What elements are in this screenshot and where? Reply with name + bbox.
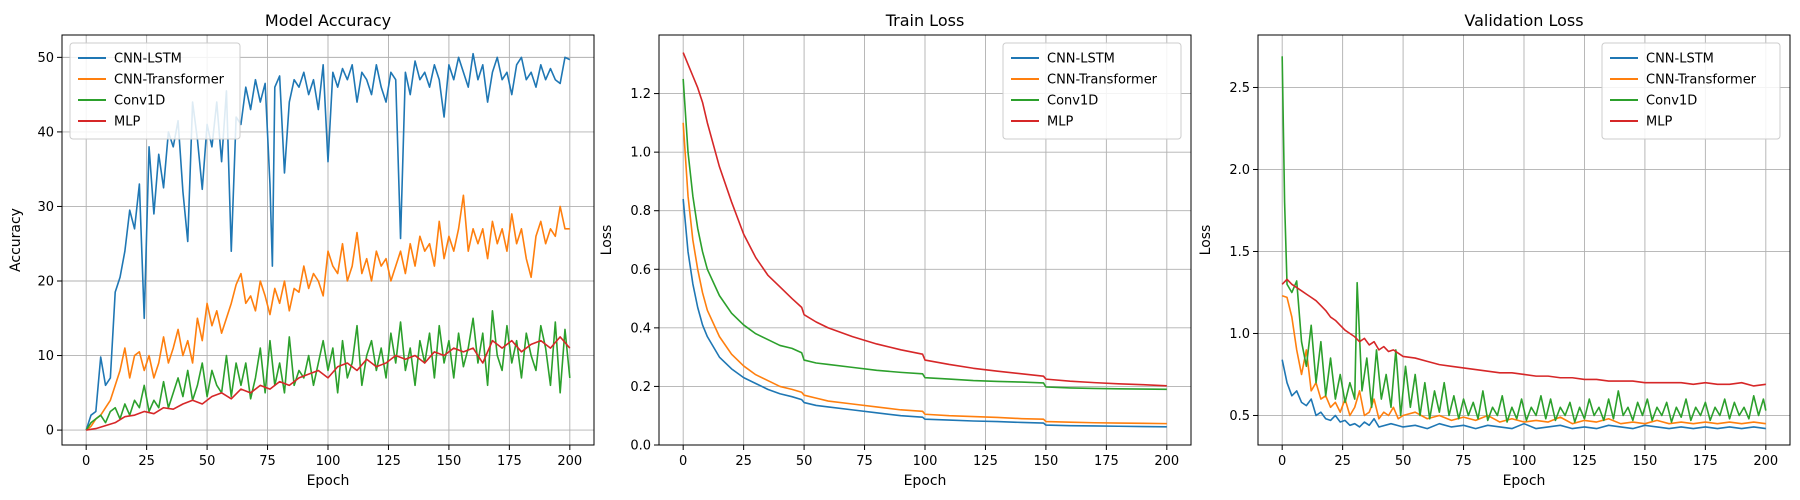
chart-title: Validation Loss: [1464, 11, 1583, 30]
y-tick-label: 0.8: [630, 204, 651, 219]
x-tick-label: 0: [1278, 454, 1286, 469]
x-axis-label: Epoch: [1503, 473, 1546, 489]
x-tick-label: 75: [1455, 454, 1472, 469]
chart-title: Train Loss: [885, 11, 965, 30]
chart-title: Model Accuracy: [265, 11, 391, 30]
x-tick-label: 125: [1572, 454, 1597, 469]
series-line-2: [1281, 56, 1767, 423]
series-line-0: [1281, 359, 1766, 430]
x-tick-label: 150: [1033, 454, 1058, 469]
legend-label: MLP: [1047, 115, 1073, 130]
series-lines: [1281, 56, 1767, 430]
legend-box: [1601, 42, 1781, 140]
x-tick-label: 125: [973, 454, 998, 469]
y-tick-label: 0.6: [630, 263, 651, 278]
y-tick-label: 40: [37, 125, 54, 140]
y-axis-label: Loss: [599, 225, 615, 256]
y-axis-label: Accuracy: [8, 208, 24, 272]
x-tick-label: 200: [1154, 454, 1179, 469]
x-tick-label: 175: [1693, 454, 1718, 469]
x-tick-label: 100: [1512, 454, 1537, 469]
legend-label: Conv1D: [1047, 94, 1098, 109]
x-tick-label: 75: [856, 454, 873, 469]
legend: CNN-LSTM CNN-Transformer Conv1D MLP: [69, 42, 241, 140]
y-tick-label: 2.5: [1229, 81, 1250, 96]
series-line-2: [85, 310, 571, 431]
legend-label: Conv1D: [1646, 94, 1697, 109]
x-tick-label: 50: [1395, 454, 1412, 469]
y-tick-label: 0.5: [1229, 409, 1250, 424]
x-tick-label: 100: [913, 454, 938, 469]
x-axis-label: Epoch: [904, 473, 947, 489]
x-tick-label: 50: [199, 454, 216, 469]
y-tick-label: 1.5: [1229, 245, 1250, 260]
legend-label: Conv1D: [114, 94, 165, 109]
x-tick-label: 0: [679, 454, 687, 469]
chart-panel-1: 0 25 50 75 100 125 150 175 200 0.0 0.2 0.4 0.6 0.8 1.0…: [599, 11, 1192, 489]
series-line-0: [682, 198, 1167, 428]
legend-box: [69, 42, 241, 140]
x-tick-label: 175: [1094, 454, 1119, 469]
series-line-1: [1281, 295, 1766, 425]
series-line-3: [86, 336, 571, 431]
x-tick-label: 0: [82, 454, 90, 469]
series-lines: [85, 52, 571, 431]
legend-label: CNN-Transformer: [1047, 73, 1158, 88]
x-tick-label: 50: [796, 454, 813, 469]
series-line-3: [1281, 278, 1766, 387]
x-tick-label: 175: [497, 454, 522, 469]
y-tick-label: 0.0: [630, 439, 651, 454]
y-tick-label: 0.2: [630, 380, 651, 395]
y-tick-label: 30: [37, 200, 54, 215]
y-tick-label: 1.0: [1229, 327, 1250, 342]
legend-label: MLP: [1646, 115, 1672, 130]
series-line-3: [682, 52, 1167, 387]
series-line-1: [682, 122, 1167, 425]
legend-label: CNN-LSTM: [1047, 52, 1115, 67]
y-tick-label: 20: [37, 275, 54, 290]
series-line-0: [85, 52, 571, 431]
legend-label: CNN-LSTM: [1646, 52, 1714, 67]
y-tick-label: 1.0: [630, 146, 651, 161]
y-tick-label: 50: [37, 51, 54, 66]
legend-label: CNN-LSTM: [114, 52, 182, 67]
legend-label: CNN-Transformer: [1646, 73, 1757, 88]
y-tick-label: 0: [46, 424, 54, 439]
series-lines: [682, 52, 1167, 428]
y-tick-label: 0.4: [630, 321, 651, 336]
x-tick-label: 125: [376, 454, 401, 469]
y-tick-label: 2.0: [1229, 163, 1250, 178]
x-tick-label: 150: [436, 454, 461, 469]
chart-panel-0: 0 25 50 75 100 125 150 175 200 0 10 20 30 40 50 Model A…: [8, 11, 595, 489]
y-tick-label: 10: [37, 349, 54, 364]
x-tick-label: 25: [1334, 454, 1351, 469]
series-line-2: [682, 78, 1167, 391]
x-tick-label: 25: [138, 454, 155, 469]
y-tick-label: 1.2: [630, 87, 651, 102]
x-tick-label: 200: [557, 454, 582, 469]
legend-box: [1002, 42, 1182, 140]
x-tick-label: 100: [316, 454, 341, 469]
x-tick-label: 75: [259, 454, 276, 469]
y-axis-label: Loss: [1198, 225, 1214, 256]
grid: [62, 35, 594, 445]
x-tick-label: 25: [735, 454, 752, 469]
legend: CNN-LSTM CNN-Transformer Conv1D MLP: [1002, 42, 1182, 140]
legend: CNN-LSTM CNN-Transformer Conv1D MLP: [1601, 42, 1781, 140]
legend-label: MLP: [114, 115, 140, 130]
legend-label: CNN-Transformer: [114, 73, 225, 88]
x-tick-label: 200: [1753, 454, 1778, 469]
series-line-1: [85, 194, 570, 431]
chart-panel-2: 0 25 50 75 100 125 150 175 200 0.5 1.0 1.5 2.0 2.5 Val…: [1198, 11, 1791, 489]
x-tick-label: 150: [1632, 454, 1657, 469]
x-axis-label: Epoch: [307, 473, 350, 489]
